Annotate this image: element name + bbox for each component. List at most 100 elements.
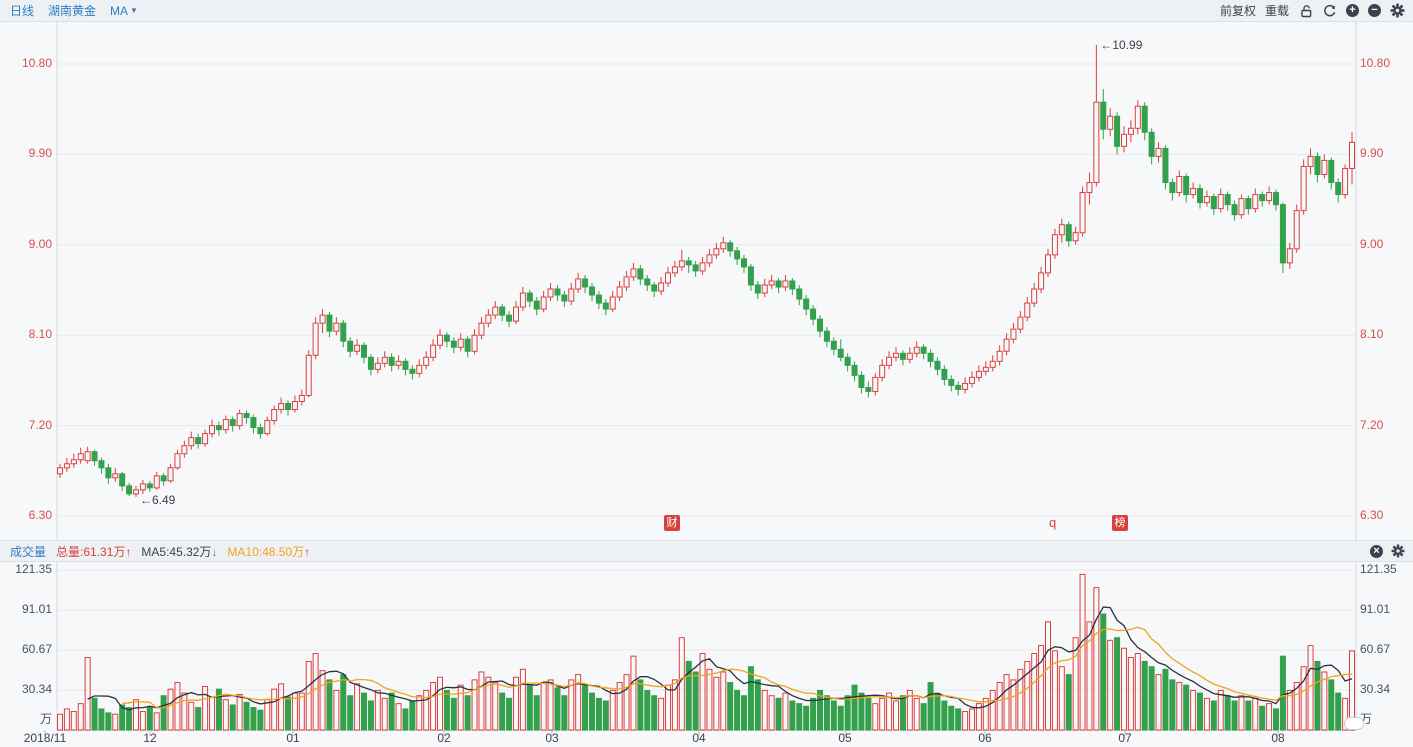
candle-body <box>851 364 858 376</box>
volume-bar <box>1176 682 1183 731</box>
high-price-annotation: ←10.99 <box>1100 37 1143 52</box>
candle-body <box>1045 254 1051 274</box>
candle-body <box>174 453 181 469</box>
volume-bar <box>133 699 139 731</box>
volume-bar <box>1086 621 1093 731</box>
period-daily-button[interactable]: 日线 <box>10 4 35 18</box>
volume-total-stat: 总量:61.31万↑ <box>56 543 131 560</box>
candle-body <box>513 306 519 322</box>
candle-body <box>347 340 354 352</box>
volume-bar <box>126 707 133 731</box>
volume-bar <box>692 671 699 731</box>
volume-tick-label: 91.01 <box>1360 602 1391 616</box>
main-chart-canvas[interactable]: 10.80 10.80 9.90 9.90 9.00 9.00 8.10 8.10 7.20 7.… <box>0 22 1413 540</box>
time-axis: 2018/11 12 01 02 03 04 05 06 07 08 <box>0 729 1413 747</box>
refresh-icon[interactable] <box>1322 3 1337 18</box>
candle-body <box>84 451 91 462</box>
price-tick-label: 9.90 <box>1360 146 1384 161</box>
volume-bar <box>886 692 893 731</box>
candle-body <box>554 288 561 296</box>
price-tick-label: 7.20 <box>1360 417 1384 432</box>
zoom-out-icon[interactable] <box>1368 4 1381 17</box>
price-tick-label: 6.30 <box>28 508 52 522</box>
volume-bar <box>906 689 913 731</box>
candle-body <box>727 242 734 252</box>
volume-tick-label: 60.67 <box>21 642 52 656</box>
candle-body <box>126 485 133 495</box>
volume-bar <box>119 704 126 731</box>
volume-tick-label: 30.34 <box>21 681 52 696</box>
candle-body <box>437 334 443 346</box>
volume-bar <box>464 695 471 731</box>
volume-bar <box>554 687 561 731</box>
volume-ma5-stat: MA5:45.32万↓ <box>141 543 217 560</box>
settings-icon[interactable] <box>1390 3 1405 18</box>
candle-body <box>865 386 872 392</box>
volume-bar <box>844 695 851 731</box>
price-tick-label: 9.00 <box>28 236 52 251</box>
volume-bar <box>312 653 319 731</box>
candle-body <box>692 264 699 272</box>
volume-bar <box>533 695 540 731</box>
indicator-settings-icon[interactable] <box>1390 544 1405 559</box>
volume-bar <box>105 712 112 731</box>
volume-bar <box>1217 689 1224 731</box>
stock-name-link[interactable]: 湖南黄金 <box>48 4 97 18</box>
volume-bar <box>727 682 734 731</box>
candle-body <box>665 272 671 284</box>
candle-body <box>1328 159 1335 184</box>
ma-dropdown[interactable]: MA <box>110 4 138 18</box>
event-badge[interactable]: q <box>1049 515 1057 530</box>
volume-bar <box>982 697 989 731</box>
candle-body <box>1176 175 1183 194</box>
zoom-in-icon[interactable] <box>1346 4 1359 17</box>
candle-body <box>1100 101 1107 130</box>
candle-body <box>1259 194 1266 202</box>
candle-body <box>651 284 658 292</box>
candle-body <box>1217 194 1224 210</box>
volume-bar <box>595 697 602 731</box>
volume-bar <box>1072 637 1079 731</box>
volume-chart-canvas[interactable]: 121.35 121.35 91.01 91.01 60.67 60.67 30.34 30.… <box>0 562 1413 747</box>
candle-body <box>1342 167 1349 196</box>
candle-body <box>1031 288 1038 304</box>
volume-bar <box>996 682 1003 731</box>
volume-bar <box>830 700 837 731</box>
close-indicator-icon[interactable] <box>1370 544 1383 558</box>
volume-bar <box>720 671 727 731</box>
candle-body <box>941 368 948 380</box>
candle-body <box>1349 141 1355 169</box>
volume-ma10-label: MA10:48.50万 <box>227 544 305 559</box>
candle-body <box>98 460 105 469</box>
reload-button[interactable]: 重载 <box>1264 4 1289 18</box>
volume-bar <box>1286 689 1293 731</box>
volume-bar <box>623 674 630 731</box>
time-axis-label: 06 <box>978 731 992 745</box>
volume-plot <box>44 562 1357 736</box>
volume-bar <box>879 697 886 731</box>
adjust-mode-button[interactable]: 前复权 <box>1219 4 1256 18</box>
scrollbar-thumb[interactable] <box>1344 717 1364 730</box>
volume-bar <box>989 689 996 731</box>
volume-bar <box>57 713 63 731</box>
volume-bar <box>658 697 665 731</box>
volume-bar <box>1328 679 1335 731</box>
event-badge[interactable]: 榜 <box>1112 515 1128 531</box>
volume-tick-label: 121.35 <box>15 562 52 576</box>
volume-bar <box>347 695 354 731</box>
event-badge[interactable]: 财 <box>664 515 680 531</box>
up-arrow-icon: ↑ <box>304 544 311 559</box>
candle-body <box>533 300 540 310</box>
volume-bar <box>575 674 582 731</box>
volume-bar <box>167 688 174 731</box>
candle-body <box>361 344 367 358</box>
candle-body <box>250 417 257 429</box>
volume-bar <box>478 671 485 731</box>
candle-body <box>464 338 471 352</box>
candle-body <box>423 356 430 366</box>
candle-body <box>285 403 291 411</box>
unlock-icon[interactable] <box>1298 3 1313 18</box>
price-tick-label: 8.10 <box>1360 327 1384 342</box>
volume-bar <box>1349 650 1355 731</box>
volume-bar <box>547 679 554 731</box>
